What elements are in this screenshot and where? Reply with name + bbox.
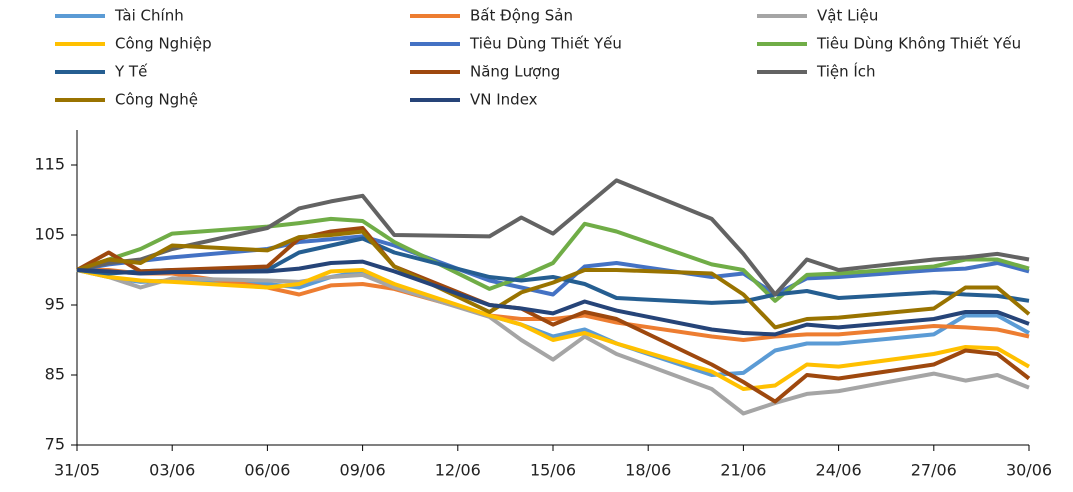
legend-label: Công Nghiệp <box>115 35 212 53</box>
y-tick-label: 115 <box>34 155 65 174</box>
y-tick-label: 105 <box>34 225 65 244</box>
series-line <box>76 259 1030 337</box>
x-tick-label: 24/06 <box>816 461 862 480</box>
legend-label: Bất Động Sản <box>470 7 573 25</box>
x-tick-label: 18/06 <box>625 461 671 480</box>
legend-label: Công Nghệ <box>115 91 198 109</box>
x-tick-label: 21/06 <box>720 461 766 480</box>
series-line <box>77 268 1030 342</box>
series-line <box>76 268 1030 416</box>
x-tick-label: 03/06 <box>149 461 195 480</box>
legend-label: VN Index <box>470 91 538 109</box>
legend: Tài Chính Bất Động Sản Vật Liệu Công Nghiệp… <box>55 7 1021 109</box>
x-tick-label: 12/06 <box>435 461 481 480</box>
legend-label: Tiện Ích <box>816 62 876 81</box>
legend-label: Năng Lượng <box>470 63 560 81</box>
series-line <box>76 216 1030 303</box>
legend-label: Tiêu Dùng Không Thiết Yếu <box>816 35 1021 53</box>
x-tick-label: 27/06 <box>911 461 957 480</box>
series-line <box>76 234 1030 297</box>
legend-label: Tiêu Dùng Thiết Yếu <box>469 35 622 53</box>
series-line <box>76 229 1031 330</box>
legend-label: Vật Liệu <box>817 7 878 25</box>
x-tick-label: 30/06 <box>1006 461 1052 480</box>
legend-label: Tài Chính <box>114 7 184 25</box>
x-tick-label: 31/05 <box>54 461 100 480</box>
legend-label: Y Tế <box>114 63 148 81</box>
x-tick-label: 09/06 <box>340 461 386 480</box>
y-tick-label: 85 <box>45 365 65 384</box>
x-tick-label: 15/06 <box>530 461 576 480</box>
y-tick-label: 95 <box>45 295 65 314</box>
series-line <box>76 268 1030 391</box>
x-tick-label: 06/06 <box>244 461 290 480</box>
y-tick-label: 75 <box>45 435 65 454</box>
series-line <box>76 178 1030 297</box>
series-line <box>76 226 1031 404</box>
